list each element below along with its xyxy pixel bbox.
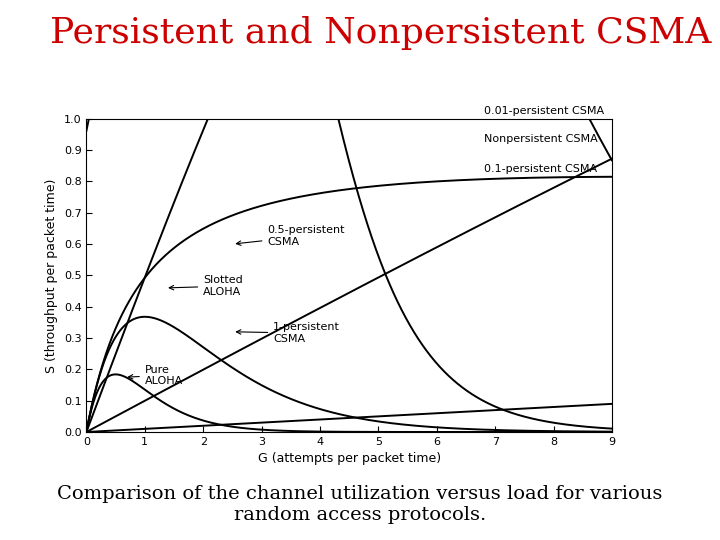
Y-axis label: S (throughput per packet time): S (throughput per packet time): [45, 178, 58, 373]
Text: Nonpersistent CSMA: Nonpersistent CSMA: [484, 134, 598, 144]
Text: 0.1-persistent CSMA: 0.1-persistent CSMA: [484, 164, 597, 174]
Text: Slotted
ALOHA: Slotted ALOHA: [169, 275, 243, 297]
Text: Comparison of the channel utilization versus load for various
random access prot: Comparison of the channel utilization ve…: [58, 485, 662, 524]
Text: 0.01-persistent CSMA: 0.01-persistent CSMA: [484, 106, 603, 116]
Text: Pure
ALOHA: Pure ALOHA: [128, 364, 183, 386]
Text: 1-persistent
CSMA: 1-persistent CSMA: [236, 322, 340, 344]
X-axis label: G (attempts per packet time): G (attempts per packet time): [258, 453, 441, 465]
Text: Persistent and Nonpersistent CSMA: Persistent and Nonpersistent CSMA: [50, 16, 712, 50]
Text: 0.5-persistent
CSMA: 0.5-persistent CSMA: [236, 225, 345, 247]
